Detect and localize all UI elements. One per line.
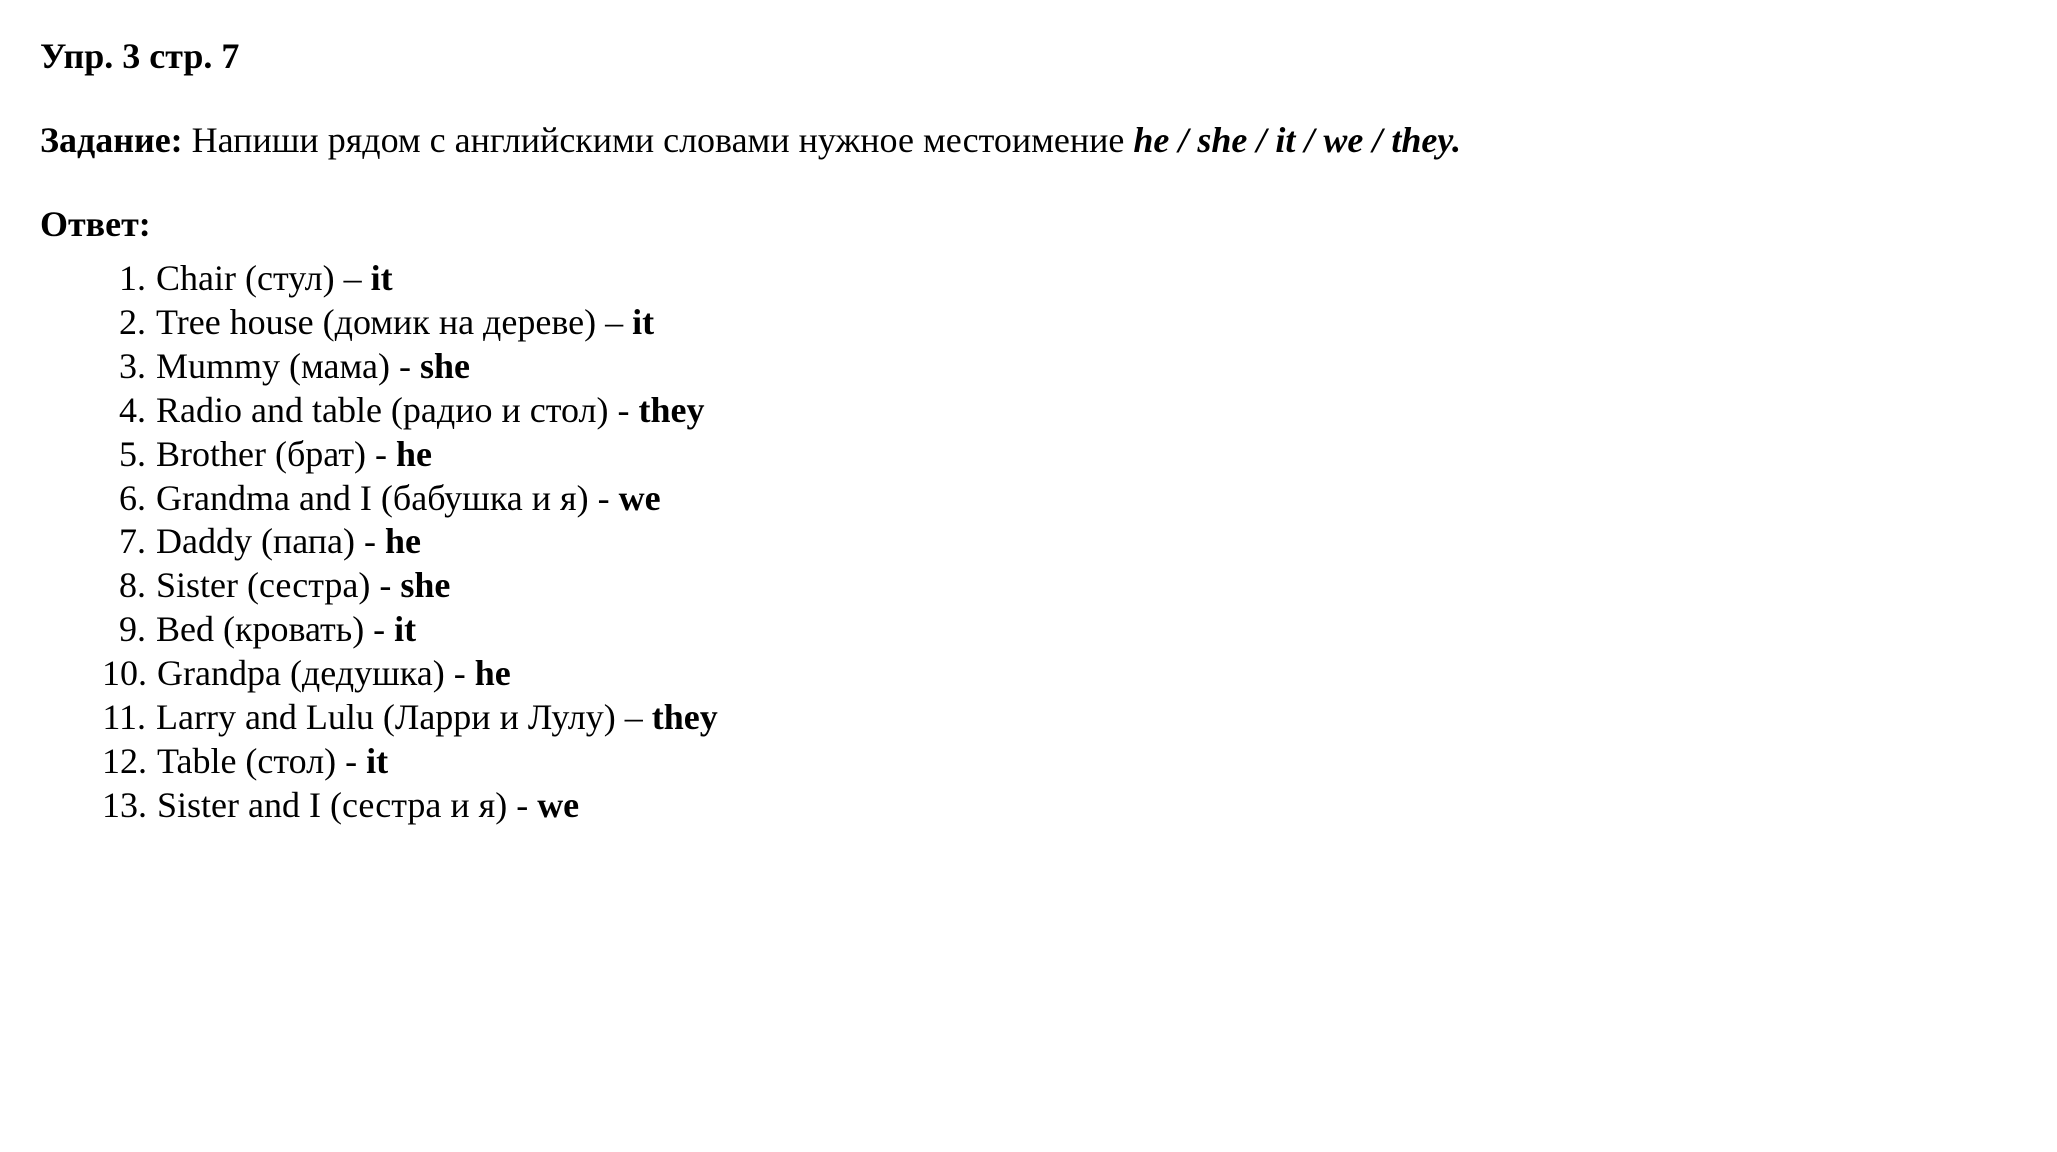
answer-list: 1. Chair (стул) – it 2. Tree house (доми… [40, 257, 2017, 828]
item-content: Sister and I (сестра и я) - we [157, 784, 2017, 828]
list-item: 8. Sister (сестра) - she [102, 564, 2017, 608]
item-number: 11. [102, 696, 156, 740]
item-number: 12. [102, 740, 157, 784]
item-content: Daddy (папа) - he [156, 520, 2017, 564]
item-pronoun: it [371, 258, 393, 298]
item-content: Larry and Lulu (Ларри и Лулу) – they [156, 696, 2017, 740]
item-word: Tree house (домик на дереве) – [156, 302, 632, 342]
item-number: 8. [102, 564, 156, 608]
item-word: Radio and table (радио и стол) - [156, 390, 638, 430]
item-number: 4. [102, 389, 156, 433]
item-number: 9. [102, 608, 156, 652]
item-content: Radio and table (радио и стол) - they [156, 389, 2017, 433]
list-item: 6. Grandma and I (бабушка и я) - we [102, 477, 2017, 521]
item-pronoun: they [638, 390, 704, 430]
item-word: Grandpa (дедушка) - [157, 653, 475, 693]
item-content: Bed (кровать) - it [156, 608, 2017, 652]
item-pronoun: we [619, 478, 661, 518]
item-pronoun: we [537, 785, 579, 825]
item-number: 1. [102, 257, 156, 301]
list-item: 2. Tree house (домик на дереве) – it [102, 301, 2017, 345]
list-item: 3. Mummy (мама) - she [102, 345, 2017, 389]
list-item: 12. Table (стол) - it [102, 740, 2017, 784]
item-content: Table (стол) - it [157, 740, 2017, 784]
list-item: 5. Brother (брат) - he [102, 433, 2017, 477]
item-word: Sister and I (сестра и я) - [157, 785, 537, 825]
item-number: 7. [102, 520, 156, 564]
list-item: 1. Chair (стул) – it [102, 257, 2017, 301]
task-label: Задание: [40, 120, 183, 160]
item-content: Sister (сестра) - she [156, 564, 2017, 608]
item-word: Chair (стул) – [156, 258, 371, 298]
item-number: 2. [102, 301, 156, 345]
task-line: Задание: Напиши рядом с английскими слов… [40, 119, 2017, 161]
list-item: 10. Grandpa (дедушка) - he [102, 652, 2017, 696]
item-pronoun: she [420, 346, 470, 386]
item-content: Tree house (домик на дереве) – it [156, 301, 2017, 345]
item-content: Brother (брат) - he [156, 433, 2017, 477]
item-number: 10. [102, 652, 157, 696]
item-word: Table (стол) - [157, 741, 366, 781]
item-pronoun: it [366, 741, 388, 781]
item-word: Sister (сестра) - [156, 565, 400, 605]
item-content: Grandpa (дедушка) - he [157, 652, 2017, 696]
item-word: Mummy (мама) - [156, 346, 420, 386]
exercise-header: Упр. 3 стр. 7 [40, 35, 2017, 77]
list-item: 4. Radio and table (радио и стол) - they [102, 389, 2017, 433]
task-text: Напиши рядом с английскими словами нужно… [183, 120, 1134, 160]
item-word: Brother (брат) - [156, 434, 396, 474]
item-number: 6. [102, 477, 156, 521]
list-item: 9. Bed (кровать) - it [102, 608, 2017, 652]
list-item: 13. Sister and I (сестра и я) - we [102, 784, 2017, 828]
list-item: 7. Daddy (папа) - he [102, 520, 2017, 564]
item-pronoun: it [632, 302, 654, 342]
item-pronoun: he [475, 653, 511, 693]
item-number: 13. [102, 784, 157, 828]
item-content: Grandma and I (бабушка и я) - we [156, 477, 2017, 521]
item-pronoun: she [400, 565, 450, 605]
item-content: Mummy (мама) - she [156, 345, 2017, 389]
item-word: Bed (кровать) - [156, 609, 394, 649]
item-word: Grandma and I (бабушка и я) - [156, 478, 619, 518]
item-word: Daddy (папа) - [156, 521, 385, 561]
item-pronoun: it [394, 609, 416, 649]
task-pronouns: he / she / it / we / they. [1133, 120, 1461, 160]
answer-label: Ответ: [40, 203, 2017, 245]
item-pronoun: he [396, 434, 432, 474]
item-number: 5. [102, 433, 156, 477]
item-word: Larry and Lulu (Ларри и Лулу) – [156, 697, 652, 737]
item-pronoun: he [385, 521, 421, 561]
item-pronoun: they [652, 697, 718, 737]
list-item: 11. Larry and Lulu (Ларри и Лулу) – they [102, 696, 2017, 740]
item-number: 3. [102, 345, 156, 389]
item-content: Chair (стул) – it [156, 257, 2017, 301]
